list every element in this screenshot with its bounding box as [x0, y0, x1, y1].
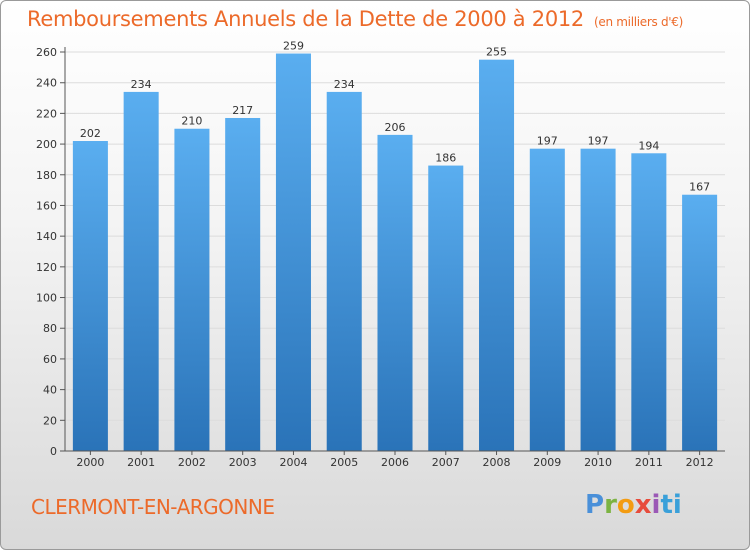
axis-layer: 0 20 40 60 80 100 120 140 160 180 200 220 240 260 2000… — [36, 46, 725, 469]
bar — [428, 165, 464, 452]
logo-letter: ti — [660, 490, 682, 520]
x-tick-label: 2007 — [432, 456, 460, 469]
logo-letter: x — [634, 490, 652, 520]
data-label: 186 — [435, 152, 456, 165]
y-tick-label: 160 — [36, 199, 57, 212]
x-tick-label: 2010 — [584, 456, 612, 469]
x-tick-label: 2006 — [381, 456, 409, 469]
bar — [580, 148, 616, 451]
chart-title-text: Remboursements Annuels de la Dette de 20… — [27, 7, 584, 31]
y-tick-label: 240 — [36, 77, 57, 90]
x-tick-label: 2011 — [635, 456, 663, 469]
bar — [225, 117, 261, 451]
y-tick-label: 80 — [43, 322, 57, 335]
x-tick-label: 2002 — [178, 456, 206, 469]
data-label: 217 — [232, 104, 253, 117]
y-tick-label: 60 — [43, 353, 57, 366]
city-name: CLERMONT-EN-ARGONNE — [31, 495, 275, 519]
x-tick-label: 2009 — [533, 456, 561, 469]
bar-layer: 202 234 210 217 259 234 206 186 255 197 197 194 167 — [72, 40, 718, 452]
bar — [174, 128, 210, 451]
bar — [682, 194, 718, 451]
data-label: 210 — [181, 115, 202, 128]
x-tick-label: 2001 — [127, 456, 155, 469]
y-tick-label: 260 — [36, 46, 57, 59]
logo-letter: i — [651, 490, 661, 520]
y-tick-label: 180 — [36, 169, 57, 182]
y-tick-label: 0 — [50, 445, 57, 458]
y-tick-label: 120 — [36, 261, 57, 274]
x-tick-label: 2003 — [229, 456, 257, 469]
chart-title: Remboursements Annuels de la Dette de 20… — [27, 7, 683, 31]
y-tick-label: 100 — [36, 292, 57, 305]
data-label: 259 — [283, 40, 304, 53]
data-label: 206 — [385, 121, 406, 134]
data-label: 194 — [638, 139, 659, 152]
y-tick-label: 140 — [36, 230, 57, 243]
x-tick-label: 2004 — [279, 456, 307, 469]
data-label: 197 — [537, 135, 558, 148]
logo-letter: P — [585, 490, 605, 520]
y-tick-label: 200 — [36, 138, 57, 151]
chart-unit: (en milliers d'€) — [594, 15, 684, 29]
x-tick-label: 2008 — [483, 456, 511, 469]
bar — [123, 91, 159, 452]
logo-letter: o — [616, 490, 635, 520]
x-tick-label: 2000 — [76, 456, 104, 469]
x-tick-label: 2005 — [330, 456, 358, 469]
bar — [275, 53, 311, 452]
bar — [72, 141, 108, 451]
bar — [529, 148, 565, 451]
data-label: 255 — [486, 46, 507, 59]
data-label: 167 — [689, 181, 710, 194]
y-tick-label: 20 — [43, 414, 57, 427]
bar — [377, 134, 413, 451]
data-label: 197 — [588, 135, 609, 148]
bar — [631, 153, 667, 452]
logo-letter: r — [604, 490, 617, 520]
data-label: 234 — [334, 78, 355, 91]
data-label: 234 — [131, 78, 152, 91]
bar — [326, 91, 362, 452]
y-tick-label: 220 — [36, 107, 57, 120]
bar — [479, 59, 515, 452]
data-label: 202 — [80, 127, 101, 140]
proxiti-logo: Proxiti — [585, 490, 682, 520]
y-tick-label: 40 — [43, 384, 57, 397]
x-tick-label: 2012 — [686, 456, 714, 469]
